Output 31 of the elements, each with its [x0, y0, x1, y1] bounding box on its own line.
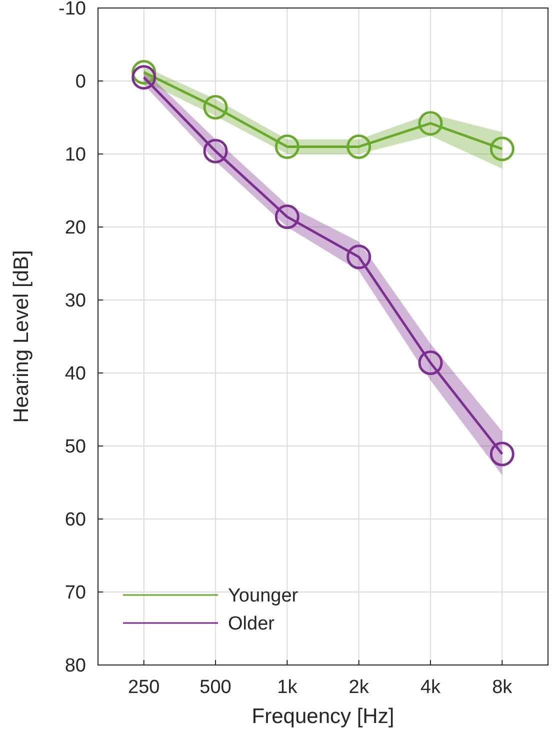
point — [490, 442, 514, 466]
point — [132, 65, 156, 90]
y-tick-label: 60 — [64, 510, 86, 531]
point — [274, 134, 300, 159]
point — [418, 350, 443, 376]
x-tick-label: 4k — [420, 677, 442, 698]
point — [346, 134, 372, 159]
x-tick-label: 250 — [128, 677, 160, 698]
x-axis-title: Frequency [Hz] — [252, 705, 394, 728]
legend-label: Younger — [228, 586, 299, 607]
y-tick-label: 10 — [64, 144, 86, 166]
y-axis-title: Hearing Level [dB] — [10, 250, 33, 423]
point — [203, 138, 228, 164]
point — [490, 136, 514, 162]
y-tick-label: 20 — [64, 218, 86, 239]
y-tick-label: 80 — [64, 656, 86, 677]
y-tick-label: 50 — [64, 436, 86, 458]
point — [418, 111, 443, 136]
x-tick-label: 500 — [200, 677, 232, 698]
x-tick-label: 2k — [348, 677, 370, 698]
y-tick-label: 40 — [64, 364, 86, 385]
y-tick-label: 0 — [75, 72, 86, 93]
point — [346, 244, 372, 270]
y-tick-label: 70 — [64, 582, 86, 604]
legend-label: Older — [228, 614, 276, 635]
x-tick-label: 8k — [492, 677, 513, 698]
y-tick-label: 30 — [64, 290, 86, 312]
point — [203, 95, 228, 120]
x-tick-label: 1k — [277, 677, 298, 698]
y-tick-label: -10 — [58, 0, 86, 20]
point — [274, 204, 300, 230]
